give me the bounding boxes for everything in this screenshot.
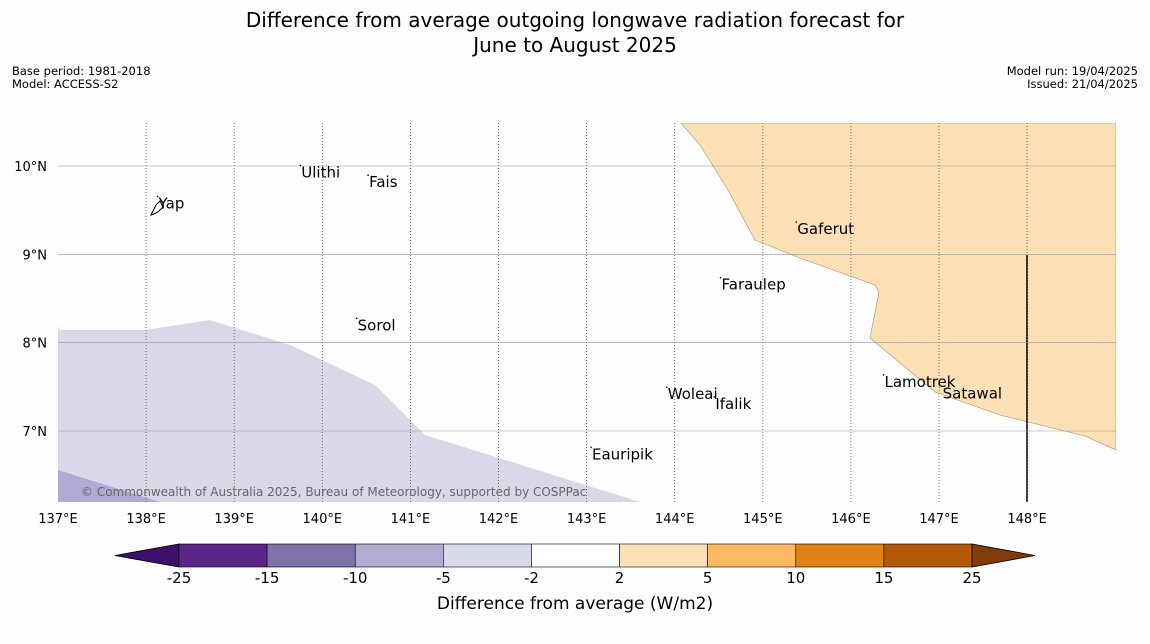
place-label-ulithi: Ulithi [301,163,340,181]
model-name: Model: ACCESS-S2 [12,77,119,91]
place-marker [795,221,798,223]
colorbar-tick-label: 2 [615,569,625,587]
colorbar-segment [883,543,973,568]
place-label-gaferut: Gaferut [797,220,854,238]
place-label-woleai: Woleai [668,385,718,403]
colorbar-tick-label: -15 [255,569,280,587]
lon-tick-label: 148°E [1007,512,1047,527]
base-period: Base period: 1981-2018 [12,64,151,78]
place-label-sorol: Sorol [358,316,396,334]
yap-island-outline [150,200,164,216]
anomaly-region-medium-purple [58,470,160,502]
place-label-lamotrek: Lamotrek [884,373,955,391]
lat-tick-label: 7°N [23,425,48,440]
lon-tick-label: 145°E [743,512,783,527]
colorbar-extend-high [971,543,1036,568]
colorbar-tick-label: 25 [962,569,981,587]
meta-left: Base period: 1981-2018 Model: ACCESS-S2 [12,65,151,91]
colorbar-tick-label: -2 [524,569,539,587]
lon-tick-label: 140°E [303,512,343,527]
issued-date: Issued: 21/04/2025 [1027,77,1138,91]
lon-tick-label: 139°E [214,512,254,527]
anomaly-region-light-orange [680,123,1116,451]
colorbar-title: Difference from average (W/m2) [437,594,713,614]
place-label-faraulep: Faraulep [722,276,786,294]
colorbar-segment [619,543,708,568]
place-marker [299,164,302,167]
chart-title: Difference from average outgoing longwav… [0,8,1150,58]
lon-tick-label: 143°E [567,512,607,527]
colorbar-segment [531,543,620,568]
lat-tick-label: 8°N [23,337,48,352]
colorbar-tick-label: 10 [786,569,805,587]
colorbar-segment [443,543,532,568]
copyright-text: © Commonwealth of Australia 2025, Bureau… [81,485,586,499]
map-area [58,123,1116,502]
colorbar: -25 -15 -10 -5 -2 2 5 10 15 25 [114,543,1036,587]
graticule [58,123,1116,502]
title-line-1: Difference from average outgoing longwav… [245,8,905,32]
colorbar-tick-label: -5 [436,569,451,587]
place-marker [940,385,943,388]
colorbar-segment [178,543,268,568]
lat-tick-label: 9°N [23,248,48,263]
colorbar-segment [707,543,797,568]
place-marker [156,195,159,198]
colorbar-tick-label: 15 [874,569,893,587]
place-marker [719,276,722,279]
lon-tick-label: 137°E [38,512,78,527]
anomaly-region-light-purple [58,320,640,502]
colorbar-tick-label: -25 [167,569,192,587]
place-label-ifalik: Ifalik [715,395,751,413]
title-line-2: June to August 2025 [473,33,677,57]
lon-tick-label: 144°E [655,512,695,527]
lon-tick-label: 138°E [126,512,166,527]
place-labels: Ulithi Fais Yap Gaferut Faraulep Sorol WoleaiI… [156,163,1002,463]
place-label-yap: Yap [158,194,185,212]
colorbar-tick-label: -10 [343,569,368,587]
place-marker [882,374,885,376]
lon-tick-label: 147°E [919,512,959,527]
place-marker [713,396,716,398]
model-run: Model run: 19/04/2025 [1006,64,1138,78]
place-marker [665,386,668,388]
colorbar-tick-label: 5 [703,569,713,587]
lon-tick-label: 142°E [479,512,519,527]
lon-tick-label: 146°E [831,512,871,527]
place-label-fais: Fais [369,173,398,191]
meta-right: Model run: 19/04/2025 Issued: 21/04/2025 [1007,65,1138,91]
place-label-eauripik: Eauripik [592,445,653,463]
place-label-satawal: Satawal [943,384,1002,402]
place-marker [590,446,592,449]
lat-tick-label: 10°N [14,160,47,175]
axis-labels: 137°E 138°E 139°E 140°E 141°E 142°E 143°E 144°E… [14,160,1047,527]
place-marker [355,317,358,320]
colorbar-segment [266,543,356,568]
colorbar-segment [795,543,885,568]
place-marker [367,174,369,176]
lon-tick-label: 141°E [391,512,431,527]
colorbar-extend-low [114,543,180,568]
colorbar-segment [354,543,444,568]
